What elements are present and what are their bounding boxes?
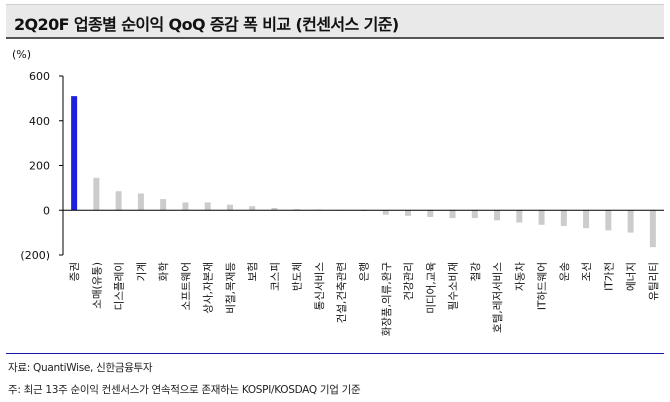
x-tick-label: 유틸리티 bbox=[647, 262, 660, 301]
x-tick-label: 건강관리 bbox=[403, 262, 415, 301]
x-tick-label: 자동차 bbox=[514, 262, 526, 291]
bar bbox=[449, 210, 456, 219]
y-axis-unit: (%) bbox=[12, 48, 31, 61]
bar bbox=[182, 202, 189, 211]
bar bbox=[93, 177, 100, 211]
x-tick-label: 은행 bbox=[359, 262, 371, 281]
bar bbox=[71, 96, 78, 211]
bar bbox=[226, 204, 233, 211]
bar bbox=[115, 191, 122, 211]
source-note: 자료: QuantiWise, 신한금융투자 bbox=[8, 362, 153, 374]
x-tick-label: 코스피 bbox=[269, 262, 281, 291]
x-tick-label: IT가전 bbox=[603, 262, 615, 291]
x-tick-label: 상사,자본재 bbox=[203, 262, 215, 314]
x-tick-label: 건설,건축관련 bbox=[336, 262, 348, 323]
bar bbox=[538, 210, 545, 225]
bar bbox=[271, 208, 278, 211]
x-tick-label: 기계 bbox=[136, 262, 148, 281]
x-tick-label: 증권 bbox=[69, 262, 81, 281]
bar bbox=[494, 210, 501, 221]
y-tick-label: 400 bbox=[29, 115, 50, 128]
bar bbox=[204, 202, 211, 211]
bar bbox=[516, 210, 523, 223]
x-tick-label: 조선 bbox=[581, 262, 593, 281]
x-tick-label: 호텔,레저서비스 bbox=[492, 262, 504, 333]
x-tick-label: 보험 bbox=[247, 262, 259, 281]
x-axis: 증권 소매(유통) 디스플레이 기계 화학 소프트웨어 상사,자본재 비철,목재등 보험 코스피 반… bbox=[63, 209, 664, 337]
footer-divider bbox=[6, 353, 664, 354]
y-tick-label: 200 bbox=[29, 160, 50, 173]
title-bar: 2Q20F 업종별 순이익 QoQ 증감 폭 비교 (컨센서스 기준) bbox=[6, 4, 664, 37]
bar bbox=[249, 206, 256, 211]
x-tick-label: 디스플레이 bbox=[114, 262, 126, 310]
footnote: 주: 최근 13주 순이익 컨센서스가 연속적으로 존재하는 KOSPI/KOS… bbox=[8, 384, 361, 396]
x-tick-label: 화학 bbox=[158, 262, 170, 282]
bar bbox=[583, 210, 590, 229]
x-tick-label: 운송 bbox=[559, 262, 571, 282]
bar bbox=[649, 210, 656, 248]
y-tick-label: 600 bbox=[29, 70, 50, 83]
bar bbox=[160, 199, 167, 211]
bar-series bbox=[71, 96, 656, 248]
bar bbox=[427, 210, 434, 217]
bar bbox=[405, 210, 412, 216]
y-axis: (%) 600 400 200 0 (200) bbox=[12, 48, 64, 262]
chart-title: 2Q20F 업종별 순이익 QoQ 증감 폭 비교 (컨센서스 기준) bbox=[14, 15, 399, 34]
x-tick-label: 소프트웨어 bbox=[180, 262, 192, 310]
bar bbox=[137, 193, 144, 211]
bar bbox=[471, 210, 478, 219]
bar-chart: (%) 600 400 200 0 (200) 증권 소매(유통) 디스플레이 기계 화학 소프트웨… bbox=[12, 48, 664, 337]
bar bbox=[382, 210, 389, 215]
x-tick-label: 통신서비스 bbox=[314, 262, 326, 311]
x-tick-label: 철강 bbox=[470, 262, 482, 282]
y-tick-label: (200) bbox=[20, 249, 50, 262]
x-tick-label: 소매(유통) bbox=[91, 262, 103, 309]
bar bbox=[605, 210, 612, 231]
x-tick-label: IT하드웨어 bbox=[536, 262, 549, 310]
x-tick-label: 미디어,교육 bbox=[425, 262, 437, 314]
x-tick-label: 비철,목재등 bbox=[225, 262, 237, 314]
x-tick-label: 반도체 bbox=[292, 262, 304, 291]
y-tick-label: 0 bbox=[43, 204, 50, 217]
x-tick-label: 필수소비재 bbox=[448, 262, 460, 310]
x-tick-label: 에너지 bbox=[626, 262, 638, 291]
x-tick-label: 화장품,의류,완구 bbox=[380, 262, 393, 337]
bar bbox=[293, 209, 300, 211]
bar bbox=[627, 210, 634, 233]
title-underline bbox=[6, 37, 664, 39]
bar bbox=[560, 210, 567, 226]
